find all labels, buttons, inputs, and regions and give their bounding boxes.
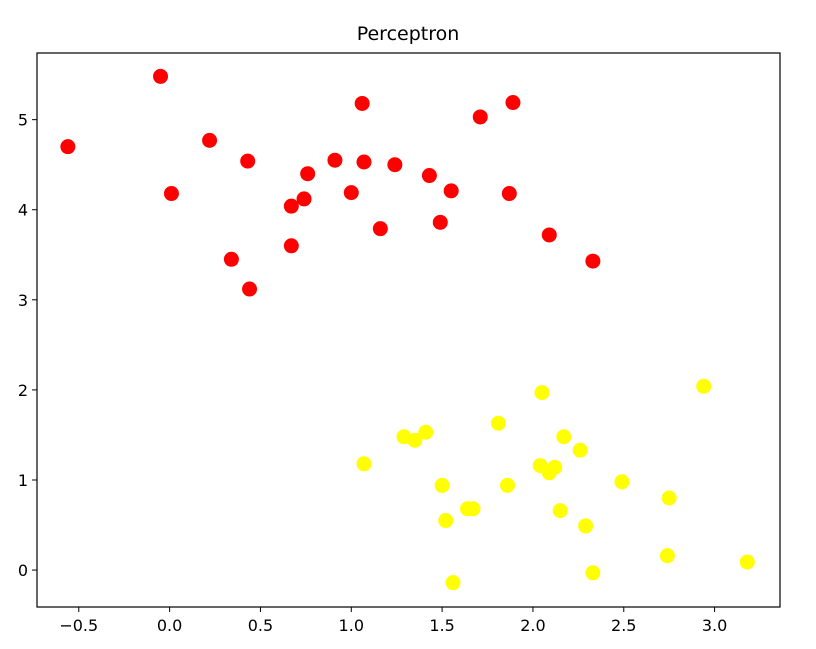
yellow-point bbox=[490, 415, 506, 431]
yellow-point bbox=[696, 378, 712, 394]
y-tick-label: 0 bbox=[18, 561, 28, 580]
red-point bbox=[372, 221, 388, 237]
yellow-point bbox=[585, 565, 601, 581]
y-tick-label: 1 bbox=[18, 471, 28, 490]
yellow-point bbox=[614, 474, 630, 490]
red-point bbox=[202, 132, 218, 148]
yellow-point bbox=[547, 459, 563, 475]
yellow-point bbox=[356, 456, 372, 472]
red-point bbox=[242, 281, 258, 297]
yellow-point bbox=[578, 518, 594, 534]
red-point bbox=[296, 191, 312, 207]
red-point bbox=[354, 95, 370, 111]
red-point bbox=[501, 186, 517, 202]
yellow-point bbox=[572, 442, 588, 458]
yellow-point bbox=[465, 501, 481, 517]
red-point bbox=[240, 153, 256, 169]
y-axis: 0 1 2 3 4 5 bbox=[18, 111, 37, 580]
y-tick-label: 3 bbox=[18, 291, 28, 310]
red-point bbox=[585, 253, 601, 269]
red-point bbox=[387, 157, 403, 173]
x-tick-label: 2.0 bbox=[520, 616, 545, 635]
x-tick-label: 3.0 bbox=[702, 616, 727, 635]
red-point bbox=[163, 186, 179, 202]
x-tick-label: 1.5 bbox=[429, 616, 454, 635]
yellow-point bbox=[552, 503, 568, 519]
red-point bbox=[223, 251, 239, 267]
yellow-point bbox=[661, 490, 677, 506]
x-tick-label: 2.5 bbox=[611, 616, 636, 635]
yellow-point bbox=[445, 575, 461, 591]
yellow-point bbox=[556, 429, 572, 445]
red-point bbox=[356, 154, 372, 170]
points-layer bbox=[60, 68, 755, 591]
y-tick-label: 5 bbox=[18, 111, 28, 130]
x-tick-label: −0.5 bbox=[59, 616, 98, 635]
red-point bbox=[327, 152, 343, 168]
red-point bbox=[283, 198, 299, 214]
yellow-point bbox=[500, 477, 516, 493]
yellow-point bbox=[434, 477, 450, 493]
red-point bbox=[60, 139, 76, 155]
yellow-point bbox=[739, 554, 755, 570]
yellow-point bbox=[659, 548, 675, 564]
red-point bbox=[283, 238, 299, 254]
red-point bbox=[300, 166, 316, 182]
yellow-point bbox=[534, 385, 550, 401]
y-tick-label: 4 bbox=[18, 201, 28, 220]
x-tick-label: 1.0 bbox=[339, 616, 364, 635]
yellow-point bbox=[418, 424, 434, 440]
red-point bbox=[421, 168, 437, 184]
red-point bbox=[443, 183, 459, 199]
plot-frame bbox=[36, 52, 781, 608]
red-point bbox=[432, 214, 448, 230]
yellow-point bbox=[438, 513, 454, 529]
red-point bbox=[541, 227, 557, 243]
x-tick-label: 0.0 bbox=[157, 616, 182, 635]
yellow-point bbox=[407, 432, 423, 448]
x-axis: −0.5 0.0 0.5 1.0 1.5 2.0 2.5 3.0 bbox=[59, 607, 727, 635]
red-point bbox=[505, 95, 521, 111]
red-point bbox=[153, 68, 169, 84]
y-tick-label: 2 bbox=[18, 381, 28, 400]
chart-title: Perceptron bbox=[357, 23, 460, 45]
red-point bbox=[343, 185, 359, 201]
red-point bbox=[472, 109, 488, 125]
x-tick-label: 0.5 bbox=[248, 616, 273, 635]
